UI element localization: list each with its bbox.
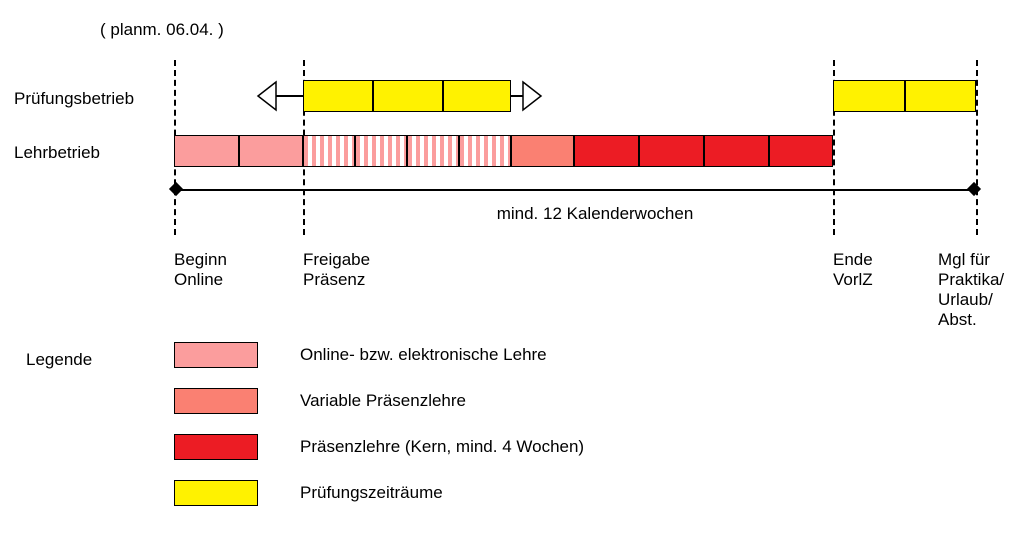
legend-label: Präsenzlehre (Kern, mind. 4 Wochen) [300, 437, 584, 457]
pruef-segment [373, 80, 443, 112]
pruef-segment [303, 80, 373, 112]
legend-swatch [174, 434, 258, 460]
lehr-segment [407, 135, 459, 167]
pruef-segment [905, 80, 976, 112]
lehr-segment [459, 135, 511, 167]
legend-label: Online- bzw. elektronische Lehre [300, 345, 547, 365]
top-note: ( planm. 06.04. ) [100, 20, 224, 40]
axis-label-beginn: Beginn Online [174, 250, 227, 290]
lehr-segment [303, 135, 355, 167]
lehr-segment [639, 135, 704, 167]
lehr-segment [511, 135, 574, 167]
open-arrow-right-icon [521, 80, 545, 117]
span-arrow-right-cap [967, 182, 981, 196]
lehr-segment [574, 135, 639, 167]
pruef-segment [443, 80, 511, 112]
axis-label-mgl: Mgl für Praktika/ Urlaub/ Abst. [938, 250, 1004, 330]
legend-swatch [174, 480, 258, 506]
legend-swatch [174, 342, 258, 368]
pruef-segment [833, 80, 905, 112]
span-label: mind. 12 Kalenderwochen [465, 204, 725, 224]
lehr-segment [355, 135, 407, 167]
lehr-segment [174, 135, 239, 167]
lehr-segment [704, 135, 769, 167]
row-label-pruefung: Prüfungsbetrieb [14, 89, 134, 109]
span-arrow-line [177, 189, 973, 191]
axis-label-freigabe: Freigabe Präsenz [303, 250, 370, 290]
open-arrow-left-icon [254, 80, 278, 117]
axis-label-ende: Ende VorlZ [833, 250, 873, 290]
lehr-segment [769, 135, 833, 167]
legend-swatch [174, 388, 258, 414]
span-arrow-left-cap [169, 182, 183, 196]
legend-label: Prüfungszeiträume [300, 483, 443, 503]
vline-mgl [976, 60, 978, 235]
legend-label: Variable Präsenzlehre [300, 391, 466, 411]
row-label-lehr: Lehrbetrieb [14, 143, 100, 163]
legend-title: Legende [26, 350, 92, 370]
lehr-segment [239, 135, 303, 167]
